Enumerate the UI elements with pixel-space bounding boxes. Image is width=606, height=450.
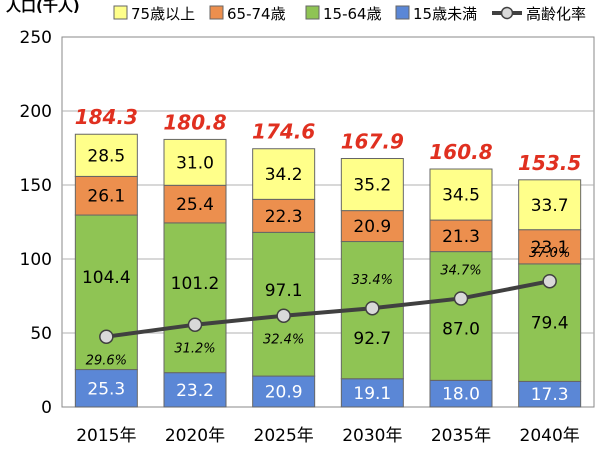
bar-segment-label: 101.2	[171, 274, 220, 294]
bar-segment	[429, 168, 493, 221]
bar-segment-label: 104.4	[82, 268, 131, 288]
bar-segment	[252, 231, 316, 377]
bar-segment-label: 25.3	[87, 379, 125, 399]
aging-rate-label: 33.4%	[352, 273, 393, 288]
y-axis: 0 50 100 150 200 250	[20, 28, 52, 418]
bar-segment-label: 26.1	[87, 187, 125, 207]
bar-segment-label: 18.0	[442, 385, 480, 405]
bar-total-label: 153.5	[518, 151, 581, 175]
aging-rate-marker	[542, 273, 557, 289]
bar-segment-label: 28.5	[87, 146, 125, 166]
aging-rate-label: 31.2%	[174, 342, 215, 357]
gridlines	[62, 110, 594, 334]
bar-segment-label: 97.1	[265, 281, 303, 301]
y-tick-label: 150	[20, 176, 52, 196]
bar-total-label: 167.9	[341, 130, 404, 154]
legend-swatch	[113, 5, 128, 20]
bar-segment-label: 19.1	[353, 384, 391, 404]
aging-rate-marker	[365, 300, 380, 316]
bar-segment-label: 92.7	[353, 329, 391, 349]
bar-segment	[74, 214, 138, 371]
legend-label: 15-64歳	[323, 5, 382, 23]
bar-segment-label: 23.1	[531, 238, 569, 258]
bar-segment-label: 22.3	[265, 207, 303, 227]
aging-rate-label: 37.0%	[529, 246, 570, 261]
y-tick-label: 100	[20, 250, 52, 270]
y-tick-label: 50	[30, 324, 52, 344]
x-tick-label: 2020年	[165, 426, 225, 446]
bar-segment	[74, 133, 138, 177]
aging-rate-label: 34.7%	[440, 263, 481, 278]
plot-area-border	[61, 36, 595, 408]
x-tick-label: 2025年	[254, 426, 314, 446]
legend-label: 15歳未満	[413, 5, 477, 23]
bar-segment-label: 20.9	[265, 383, 303, 403]
x-tick-label: 2015年	[76, 426, 136, 446]
bar-total-label: 174.6	[252, 120, 315, 144]
legend-marker	[500, 6, 514, 20]
legend-label: 65-74歳	[227, 5, 286, 23]
bar-segment	[429, 219, 493, 253]
aging-rate-marker	[276, 308, 291, 323]
x-axis: 2015年 2020年 2025年 2030年 2035年 2040年	[76, 426, 580, 446]
x-tick-label: 2030年	[342, 426, 402, 446]
bar-segment-label: 34.2	[265, 165, 303, 185]
x-tick-label: 2040年	[520, 426, 580, 446]
bar-segment-label: 34.5	[442, 186, 480, 206]
bar-segment-label: 23.2	[176, 381, 214, 401]
bar-segment	[340, 158, 404, 212]
y-tick-label: 250	[20, 28, 52, 48]
bar-segment	[74, 369, 138, 408]
bar-segment	[340, 210, 404, 243]
aging-rate-line: 29.6% 31.2% 32.4% 33.4% 34.7% 37.0%	[86, 246, 571, 369]
x-tick-label: 2035年	[431, 426, 491, 446]
bar-segment-label: 31.0	[176, 153, 214, 173]
aging-rate-label: 29.6%	[86, 354, 127, 369]
y-axis-label: 人口(千人)	[6, 0, 80, 15]
bar-segment-label: 79.4	[531, 314, 569, 334]
legend-swatch	[305, 5, 320, 20]
legend: 75歳以上 65-74歳 15-64歳 15歳未満 高齢化率	[113, 5, 586, 23]
bar-total-label: 180.8	[163, 110, 226, 134]
aging-rate-line-path	[106, 279, 551, 339]
y-tick-label: 200	[20, 102, 52, 122]
bar-total-label: 184.3	[75, 105, 138, 129]
bar-segment	[429, 379, 493, 408]
legend-label: 75歳以上	[131, 5, 195, 23]
bar-segment	[340, 378, 404, 408]
bar-segment	[252, 375, 316, 408]
legend-swatch	[209, 5, 224, 20]
legend-label: 高齢化率	[526, 5, 586, 23]
bar-segment	[518, 229, 582, 265]
aging-rate-label: 32.4%	[263, 333, 304, 348]
aging-rate-marker	[187, 317, 203, 332]
aging-rate-marker	[453, 291, 469, 306]
aging-rate-marker	[99, 329, 114, 344]
bar-segment-label: 21.3	[442, 227, 480, 247]
bar-segment	[429, 251, 493, 381]
bar-segment	[163, 138, 227, 186]
bar-total-label: 160.8	[429, 140, 492, 164]
bar-segment-label: 25.4	[176, 195, 214, 215]
bar-segment-label: 35.2	[353, 176, 391, 196]
bar-segment	[252, 148, 316, 200]
bar-segment-label: 17.3	[531, 385, 569, 405]
bar-segment-label: 20.9	[353, 217, 391, 237]
bar-segment	[518, 179, 582, 231]
legend-swatch	[395, 5, 410, 20]
y-tick-label: 0	[41, 398, 52, 418]
bar-segment-label: 33.7	[531, 196, 569, 216]
bar-segment-label: 87.0	[442, 319, 480, 339]
bar-segment	[163, 184, 227, 224]
